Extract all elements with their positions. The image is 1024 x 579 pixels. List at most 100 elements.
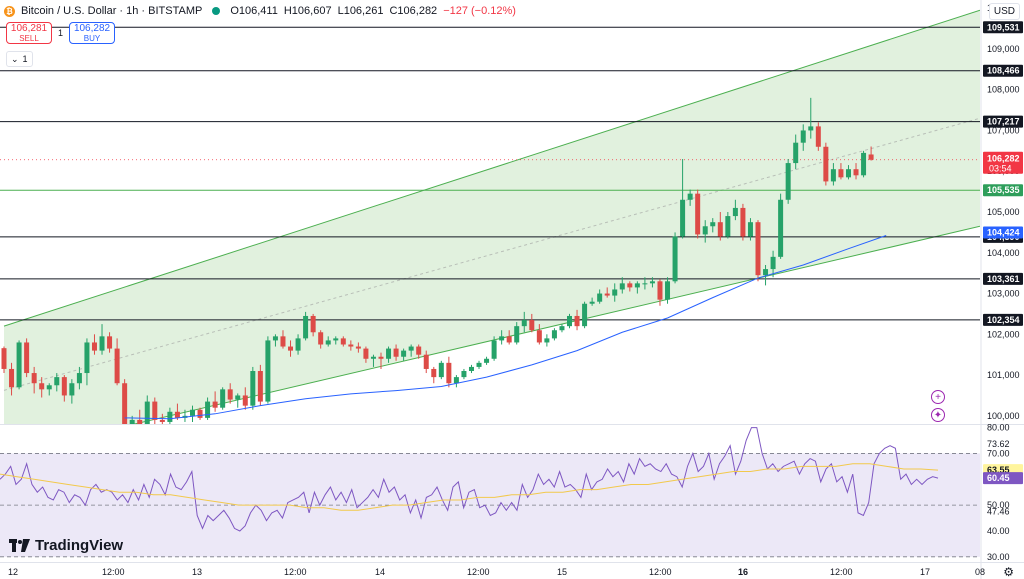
ohlc-open: O106,411 [230,5,278,17]
market-open-icon [212,7,221,15]
add-alert-icon[interactable]: + [931,390,945,404]
buy-price: 106,282 [73,23,111,34]
candle-body [370,356,376,359]
indicators-toggle[interactable]: ⌄ 1 [6,51,33,67]
rsi-tick-label: 40.00 [987,526,1010,536]
level-label-107217: 107,217 [987,117,1020,127]
time-tick-label: 08 [975,567,985,577]
price-tick-label: 103,000 [987,289,1020,299]
candle-body [642,283,648,285]
level-label-103361-bg [983,272,1023,285]
candle-body [363,348,369,359]
time-tick-label: 12:00 [102,567,125,577]
rsi-ma-value-label: 63.55 [987,465,1010,475]
sell-button[interactable]: 106,281 SELL [6,22,52,44]
candle-body [589,301,595,304]
brand-name: TradingView [35,537,124,554]
rsi-tick-label: 80.00 [987,423,1010,433]
price-pane [0,9,980,424]
candle-body [167,411,173,422]
price-tick-label: 101,000 [987,370,1020,380]
candle-body [91,342,97,351]
channel-fill [4,10,980,424]
candle-body [1,348,7,369]
candle-body [174,411,180,418]
candle-body [732,207,738,217]
sell-label: SELL [19,34,39,43]
gear-icon[interactable]: ⚙ [1003,565,1014,579]
sell-price: 106,281 [10,23,48,34]
candle-body [431,368,437,378]
candle-body [702,226,708,235]
candle-body [747,222,753,237]
candle-body [567,315,572,327]
candle-body [227,389,233,400]
candle-body [348,344,354,347]
symbol-title[interactable]: Bitcoin / U.S. Dollar · 1h · BITSTAMP [21,5,203,17]
candle-body [39,383,45,390]
candle-body [24,342,30,374]
price-tick-label: 104,000 [987,248,1020,258]
level-label-108466: 108,466 [987,66,1020,76]
candle-body [559,326,565,331]
candle-body [687,193,693,200]
candle-body [725,216,731,237]
ma-value-label-bg [983,226,1023,239]
candle-body [845,169,851,178]
rsi-low-label: 47.46 [987,507,1010,517]
candle-body [31,373,37,384]
candle-body [808,126,814,131]
candle-body [551,330,557,339]
candle-body [122,383,128,424]
candle-body [800,130,806,143]
rsi-tick-label: 70.00 [987,448,1010,458]
candle-body [76,373,82,384]
price-tick-label: 108,000 [987,85,1020,95]
level-label-105535: 105,535 [987,185,1020,195]
candle-body [476,362,482,367]
indicators-count: 1 [22,54,28,64]
candle-body [16,342,22,388]
candle-body [84,342,90,374]
candle-body [491,340,497,359]
candle-body [453,377,459,384]
candle-body [793,142,799,164]
candle-body [107,336,113,349]
candle-body [710,222,716,227]
time-tick-label: 12:00 [284,567,307,577]
candle-body [190,409,195,416]
rsi-tick-label: 30.00 [987,552,1010,562]
candle-body [680,199,686,237]
candle-body [536,330,542,343]
magic-wand-icon[interactable]: ✦ [931,408,945,422]
rsi-high-label: 73.62 [987,439,1010,449]
current-price-badge [983,151,1023,174]
ohlc-low: L106,261 [337,5,384,17]
price-tick-label: 105,000 [987,207,1020,217]
candle-body [272,336,278,341]
candle-body [838,169,844,178]
candle-body [514,326,520,343]
candle-body [318,332,324,345]
candle-body [265,340,271,402]
candle-body [325,340,331,345]
candle-body [657,281,663,300]
currency-selector[interactable]: USD [988,3,1020,20]
symbol-header: ₿ Bitcoin / U.S. Dollar · 1h · BITSTAMP … [4,4,516,18]
current-price-label: 106,282 [987,154,1020,164]
moving-average-line [124,235,887,420]
buy-label: BUY [83,34,101,43]
candle-body [740,207,746,237]
level-label-109531-bg [983,21,1023,34]
buy-button[interactable]: 106,282 BUY [69,22,116,44]
candle-body [54,377,60,386]
channel-upper-line [3,9,980,327]
time-tick-label: 12:00 [830,567,853,577]
time-tick-label: 14 [375,567,385,577]
spread-value: 1 [58,28,64,38]
level-label-109531: 109,531 [987,22,1020,32]
candle-body [484,358,490,363]
level-label-108466-bg [983,64,1023,77]
candle-body [257,371,263,402]
